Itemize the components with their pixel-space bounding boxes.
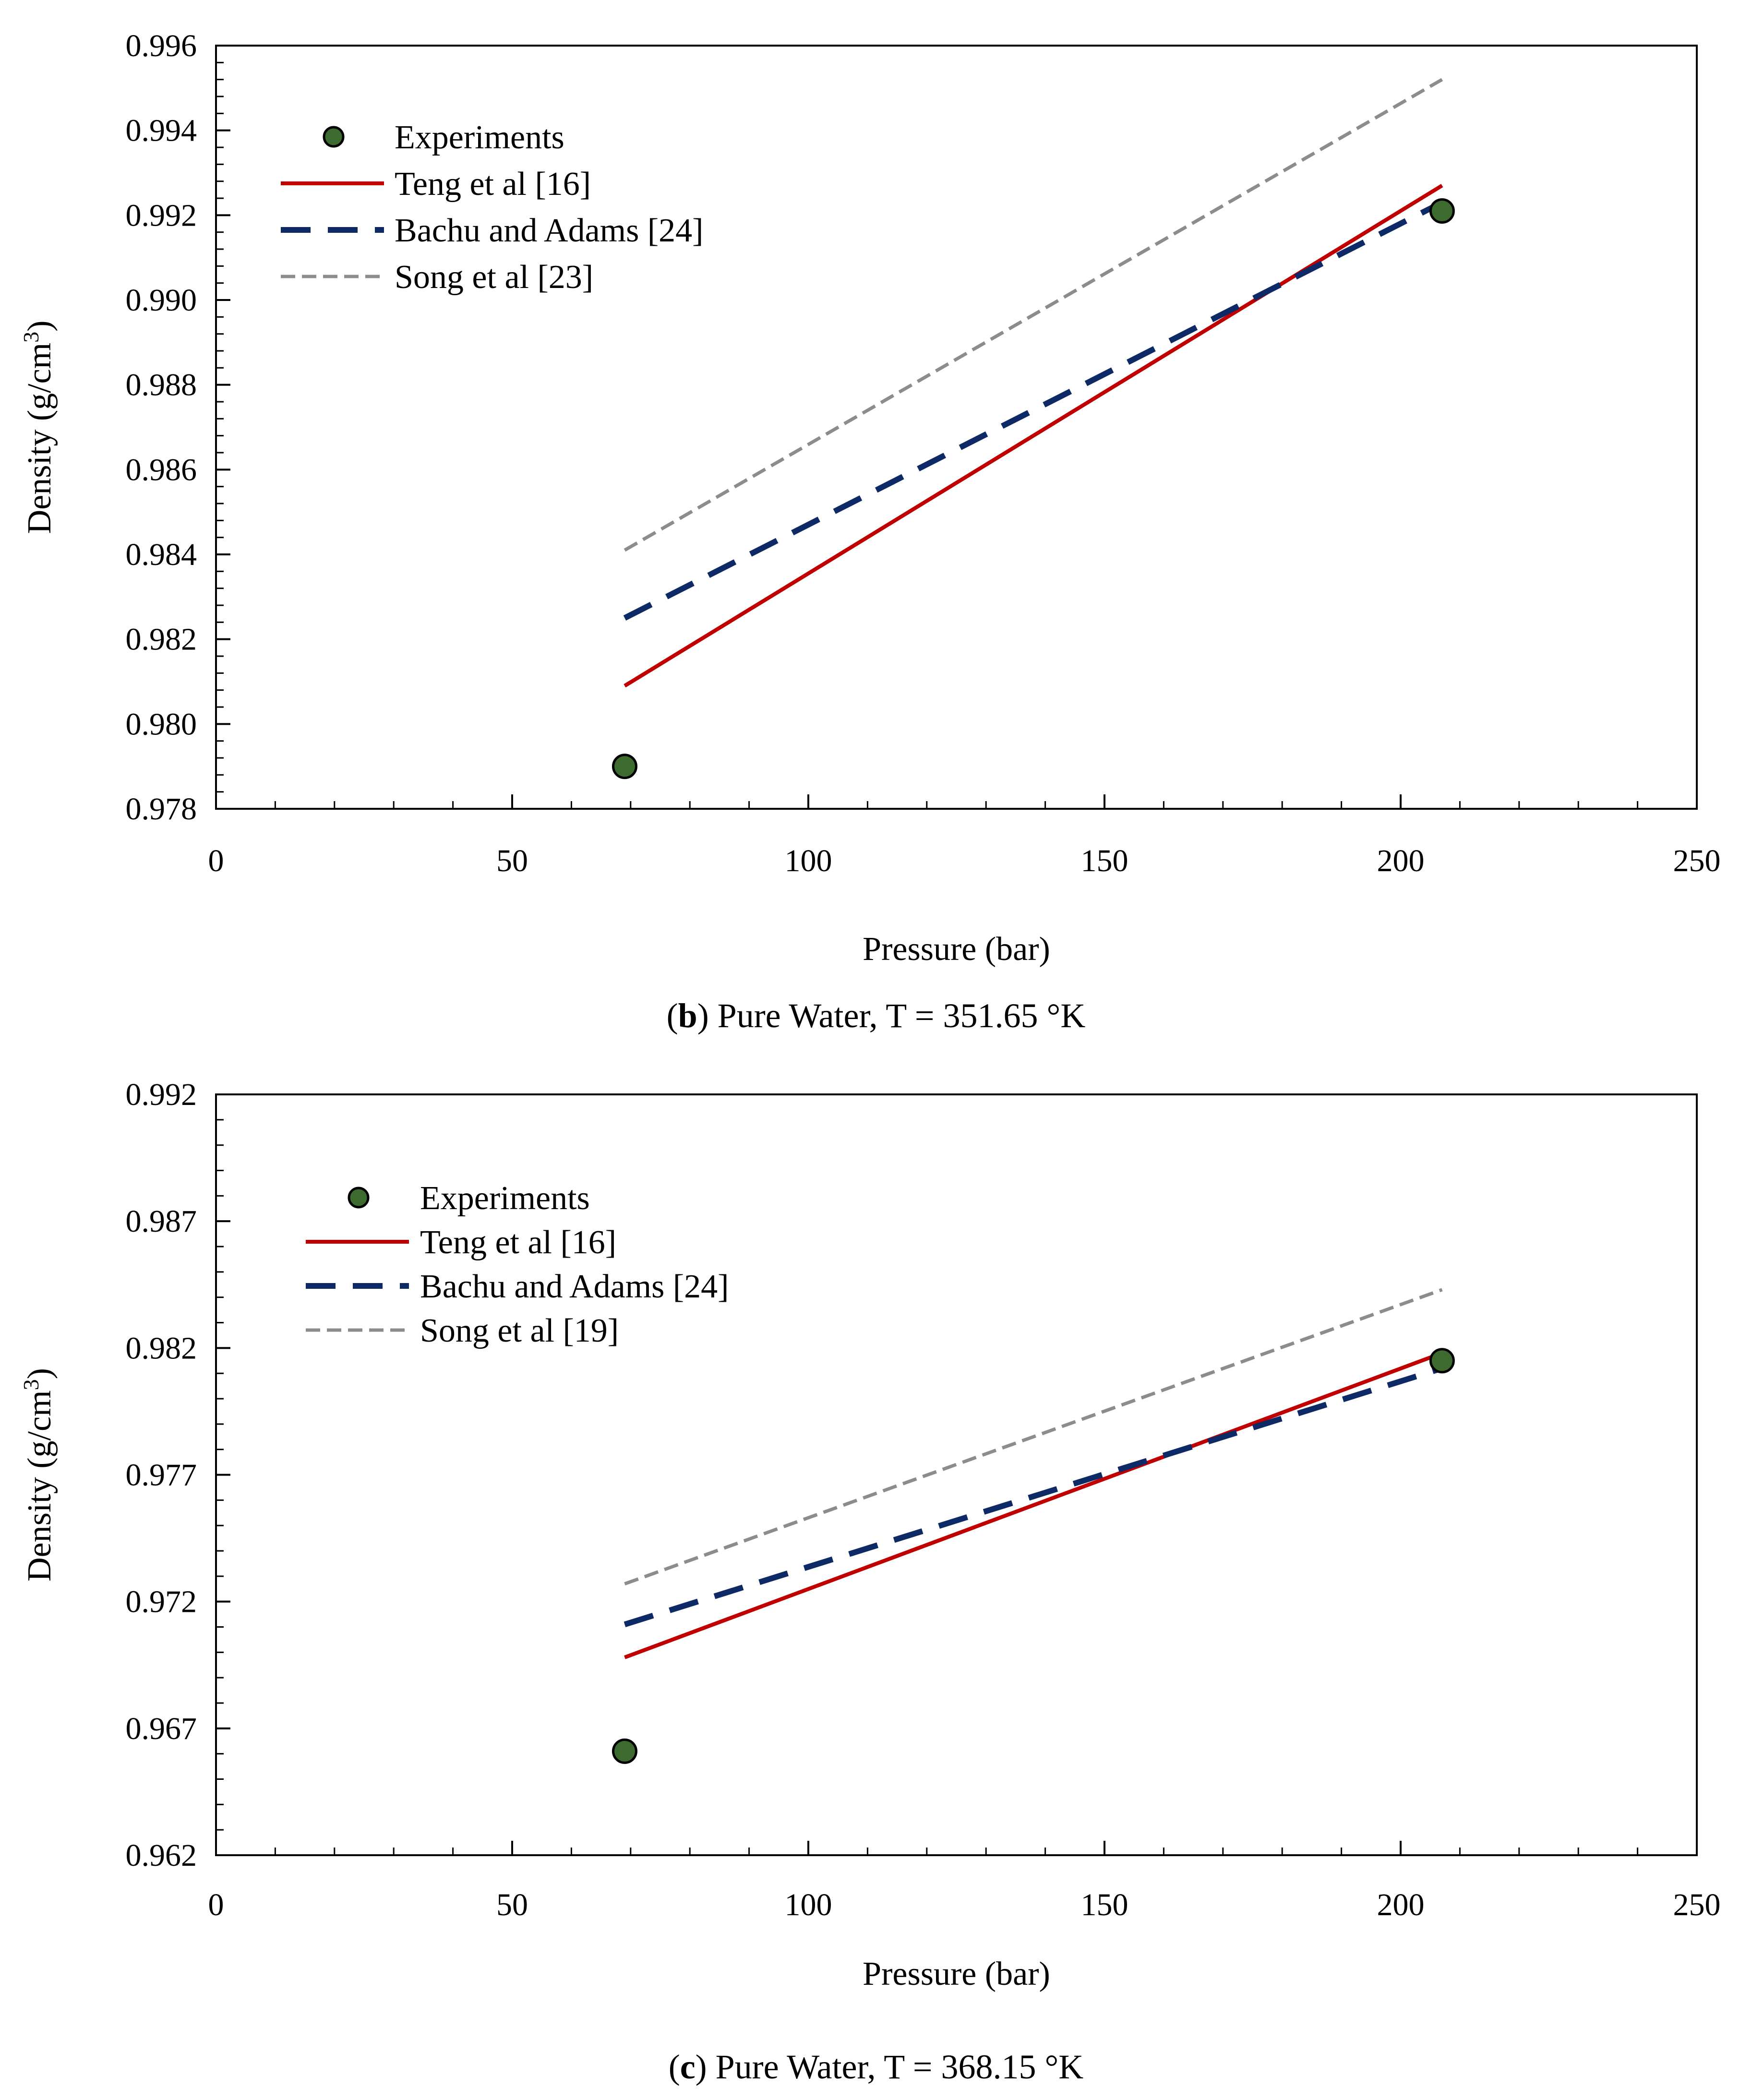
y-tick-label: 0.984 [126, 537, 197, 572]
caption-c-text: ) Pure Water, T = 368.15 °K [695, 2048, 1084, 2086]
y-axis-title: Density (g/cm3) [19, 1368, 59, 1582]
legend-b: Experiments Teng et al [16] Bachu and Adam… [281, 119, 703, 296]
y-axis-title-superscript: 3 [19, 332, 43, 343]
y-tick-label: 0.992 [126, 1077, 197, 1112]
y-tick-label: 0.967 [126, 1711, 197, 1746]
x-tick-label: 250 [1673, 1887, 1721, 1922]
y-axis-title-superscript: 3 [19, 1379, 43, 1390]
caption-b-text: ) Pure Water, T = 351.65 °K [697, 996, 1086, 1035]
series-line-dashed-c [624, 1365, 1443, 1627]
y-tick-label: 0.978 [126, 792, 197, 827]
legend-label: Bachu and Adams [24] [420, 1268, 729, 1305]
y-axis-title-main: Density (g/cm [21, 343, 58, 534]
y-tick-label: 0.988 [126, 368, 197, 403]
caption-c: (c) Pure Water, T = 368.15 °K [668, 2048, 1084, 2086]
y-tick-label: 0.972 [126, 1584, 197, 1620]
legend-label: Experiments [420, 1180, 590, 1217]
x-tick-label: 50 [496, 843, 528, 878]
data-point-experiment-c [1429, 1348, 1455, 1374]
y-tick-label: 0.994 [126, 113, 197, 148]
caption-c-letter: c [680, 2048, 696, 2086]
data-point-experiment-c [612, 1738, 637, 1764]
caption-b-letter: b [678, 996, 697, 1035]
x-tick-label: 150 [1081, 843, 1128, 878]
legend-label: Bachu and Adams [24] [395, 212, 703, 249]
legend-label: Song et al [23] [395, 259, 593, 296]
chart-panel-b: 0.978 0.980 0.982 0.984 0.986 0.988 0.990 0.992… [19, 28, 1721, 968]
data-point-experiment-b [1429, 198, 1455, 224]
y-axis-title-end: ) [21, 1368, 58, 1379]
series-line-double-dash-b [624, 78, 1443, 552]
y-tick-label: 0.977 [126, 1458, 197, 1493]
legend-label: Teng et al [16] [420, 1224, 616, 1261]
series-line-solid-b [624, 184, 1443, 688]
x-tick-label: 200 [1377, 1887, 1425, 1922]
x-tick-label: 150 [1081, 1887, 1128, 1922]
series-line-double-dash-c [624, 1288, 1443, 1585]
y-tick-label: 0.990 [126, 283, 197, 318]
y-tick-label: 0.982 [126, 1331, 197, 1366]
x-axis-title: Pressure (bar) [863, 931, 1050, 968]
y-tick-label: 0.980 [126, 707, 197, 742]
legend-label: Teng et al [16] [395, 166, 591, 203]
plot-frame [215, 45, 1698, 810]
legend-label: Song et al [19] [420, 1312, 619, 1349]
x-tick-label: 250 [1673, 843, 1721, 878]
y-tick-label: 0.982 [126, 622, 197, 657]
legend-marker-experiments [323, 126, 345, 148]
data-point-experiment-b [612, 754, 637, 780]
x-tick-label: 100 [785, 1887, 832, 1922]
legend-c: Experiments Teng et al [16] Bachu and Adam… [306, 1180, 729, 1349]
series-line-solid-c [624, 1351, 1443, 1659]
y-axis-title: Density (g/cm3) [19, 321, 59, 534]
y-tick-label: 0.962 [126, 1838, 197, 1873]
x-tick-label: 0 [208, 843, 224, 878]
x-tick-label: 0 [208, 1887, 224, 1922]
legend-label: Experiments [395, 119, 564, 156]
y-tick-label: 0.996 [126, 28, 197, 63]
x-tick-label: 100 [785, 843, 832, 878]
y-tick-label: 0.992 [126, 198, 197, 233]
caption-b: (b) Pure Water, T = 351.65 °K [666, 996, 1086, 1035]
series-line-dashed-b [623, 200, 1444, 621]
legend-marker-experiments [348, 1187, 370, 1209]
y-axis-title-end: ) [21, 321, 58, 332]
y-axis-title-main: Density (g/cm [21, 1390, 58, 1582]
x-tick-label: 50 [496, 1887, 528, 1922]
x-tick-label: 200 [1377, 843, 1425, 878]
y-tick-label: 0.986 [126, 452, 197, 487]
chart-panel-c: 0.962 0.967 0.972 0.977 0.982 0.987 0.992 0 50 10… [19, 1077, 1721, 1992]
y-tick-label: 0.987 [126, 1204, 197, 1239]
x-axis-title: Pressure (bar) [863, 1956, 1050, 1992]
